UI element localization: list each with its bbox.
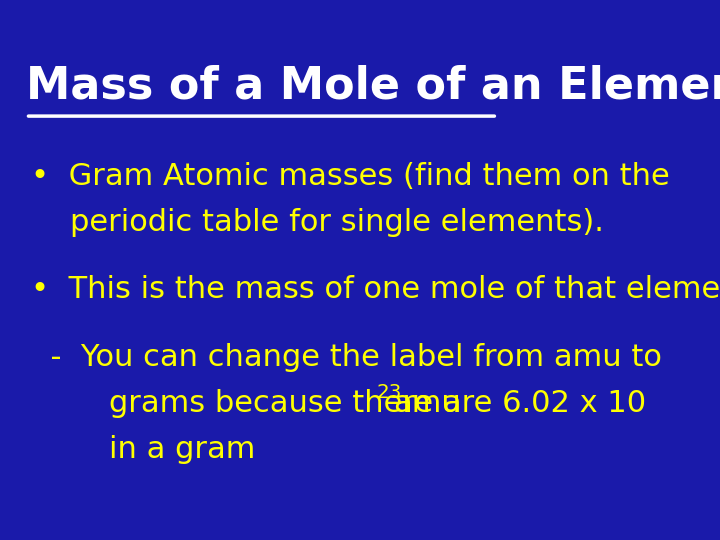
Text: 23: 23 xyxy=(377,383,402,402)
Text: grams because there are 6.02 x 10: grams because there are 6.02 x 10 xyxy=(31,389,646,418)
Text: •  This is the mass of one mole of that element.: • This is the mass of one mole of that e… xyxy=(31,275,720,305)
Text: •  Gram Atomic masses (find them on the: • Gram Atomic masses (find them on the xyxy=(31,162,670,191)
Text: Mass of a Mole of an Element: Mass of a Mole of an Element xyxy=(26,65,720,108)
Text: in a gram: in a gram xyxy=(31,435,255,464)
Text: -  You can change the label from amu to: - You can change the label from amu to xyxy=(31,343,662,372)
Text: periodic table for single elements).: periodic table for single elements). xyxy=(31,208,603,237)
Text: amu: amu xyxy=(392,389,460,418)
